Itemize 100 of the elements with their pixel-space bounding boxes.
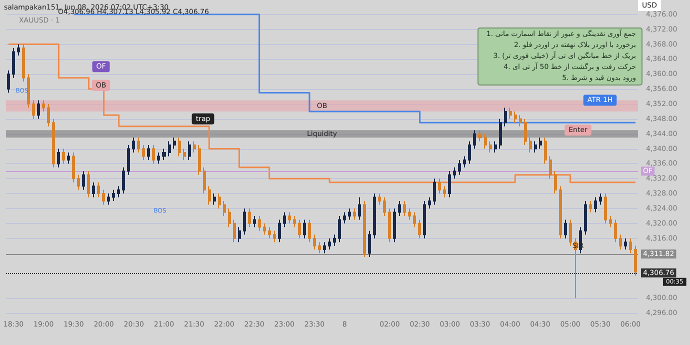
candlestick — [152, 144, 155, 164]
candlestick — [589, 200, 592, 213]
candlestick — [509, 107, 512, 120]
candlestick — [157, 152, 160, 164]
candlestick — [328, 238, 331, 250]
candlestick — [549, 156, 552, 180]
candlestick — [559, 186, 562, 239]
candlestick — [132, 137, 135, 154]
candlestick — [539, 137, 542, 150]
candlestick — [188, 140, 191, 160]
candlestick — [624, 238, 627, 250]
candlestick — [473, 130, 476, 150]
candlestick — [413, 212, 416, 228]
candlestick — [438, 178, 441, 194]
candlestick — [142, 144, 145, 160]
candlestick — [519, 114, 522, 127]
candlestick — [57, 148, 60, 168]
candlestick — [97, 182, 100, 198]
candlestick — [117, 186, 120, 198]
candlestick — [423, 200, 426, 239]
candlestick — [273, 230, 276, 243]
candlestick — [213, 193, 216, 206]
candlestick — [448, 170, 451, 198]
candlestick — [629, 238, 632, 254]
candlestick — [383, 196, 386, 216]
candlestick — [343, 212, 346, 224]
candlestick — [458, 159, 461, 176]
candlestick — [363, 200, 366, 258]
candlestick — [218, 193, 221, 209]
candlestick — [428, 196, 431, 209]
candlestick — [333, 234, 336, 246]
candlestick — [634, 245, 637, 276]
candlestick — [388, 208, 391, 243]
candlestick — [478, 130, 482, 142]
candlestick — [233, 219, 236, 243]
candlestick — [288, 212, 291, 224]
candlestick — [368, 230, 371, 258]
candlestick — [37, 100, 40, 120]
candlestick — [604, 193, 607, 224]
candlestick — [609, 215, 612, 228]
candlestick — [403, 200, 406, 216]
candlestick — [283, 212, 286, 228]
candlestick — [564, 219, 567, 239]
candlestick — [238, 226, 241, 243]
candlestick — [42, 100, 45, 112]
candlestick — [418, 219, 421, 239]
candlestick — [253, 215, 256, 228]
candlestick — [499, 118, 502, 150]
candlestick — [408, 208, 411, 220]
candlestick — [162, 148, 166, 160]
candlestick — [27, 74, 30, 108]
candlestick — [569, 219, 572, 246]
candlestick — [47, 103, 50, 127]
candlestick — [122, 166, 125, 194]
candlestick — [594, 196, 597, 213]
candlestick — [468, 140, 471, 164]
candlestick — [72, 152, 75, 183]
candlestick — [529, 137, 532, 154]
candlestick — [173, 137, 176, 150]
candlestick — [223, 200, 226, 216]
candlestick — [524, 118, 527, 146]
candlestick — [614, 219, 617, 243]
candlestick — [62, 148, 65, 164]
candlestick — [278, 219, 281, 243]
candlestick — [248, 208, 251, 228]
candlestick — [308, 219, 311, 243]
candlestick — [17, 44, 20, 56]
candlestick — [554, 170, 557, 194]
candlestick — [504, 107, 507, 127]
candlestick — [378, 193, 381, 206]
candlestick — [52, 118, 55, 168]
candlestick — [599, 193, 602, 206]
candlestick — [168, 140, 171, 157]
candlestick — [12, 47, 15, 78]
candlestick — [514, 110, 517, 124]
candlestick — [433, 178, 436, 206]
candlestick — [127, 144, 130, 176]
candlestick — [198, 144, 201, 176]
candlestick — [338, 215, 341, 243]
candlestick — [353, 208, 356, 220]
candlestick — [303, 219, 306, 239]
candlestick — [183, 148, 186, 160]
candlestick — [318, 242, 321, 254]
candlestick — [178, 137, 181, 157]
candlestick — [484, 133, 487, 150]
candlestick — [263, 222, 266, 236]
candlestick — [298, 219, 301, 239]
candlestick — [323, 242, 326, 254]
candlestick — [534, 140, 537, 154]
candlestick — [203, 166, 206, 194]
candlestick — [92, 182, 95, 198]
candlestick — [137, 137, 140, 154]
candlestick — [619, 234, 622, 250]
candlestick — [102, 189, 105, 206]
candlestick — [398, 200, 401, 216]
candlestick — [453, 166, 456, 180]
candlestick — [494, 140, 497, 154]
candlestick — [393, 208, 396, 243]
candlestick — [67, 152, 70, 164]
candlestick — [193, 140, 196, 154]
